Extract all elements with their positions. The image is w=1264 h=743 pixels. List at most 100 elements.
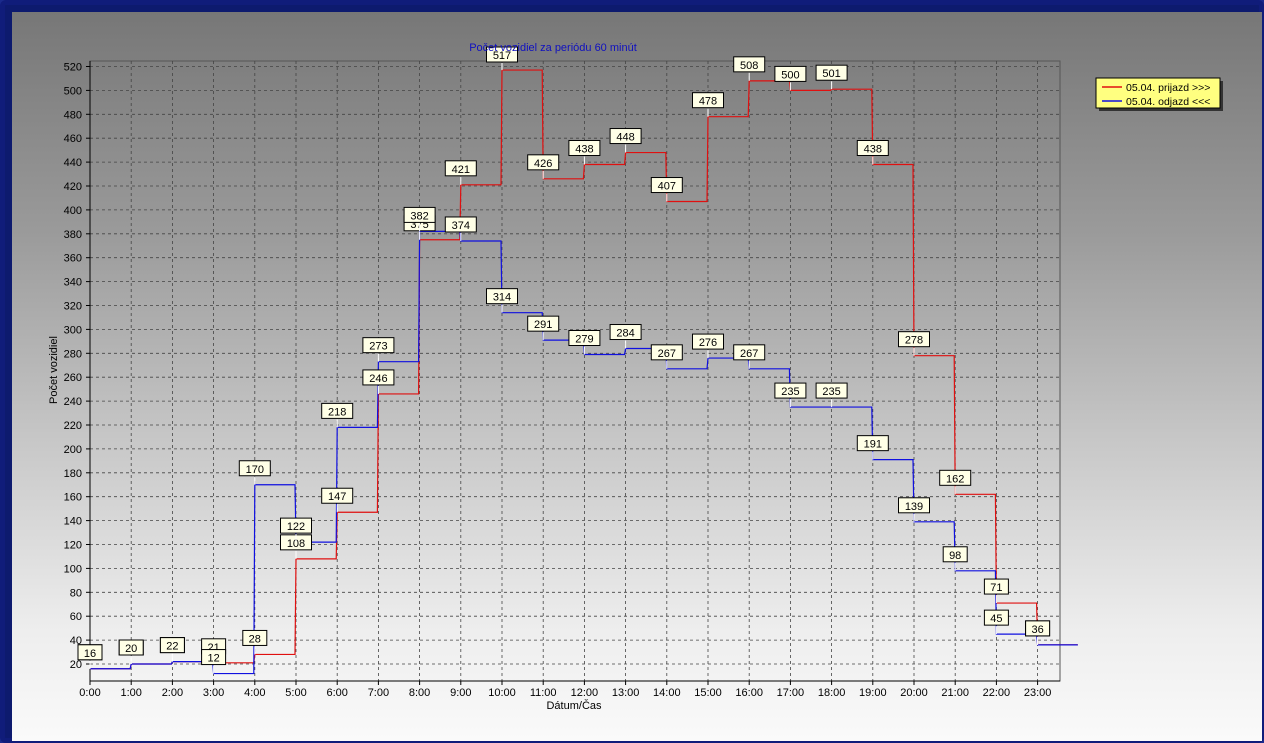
data-label-text: 279 (575, 333, 593, 345)
data-label-box (650, 177, 683, 194)
data-label: 12 (201, 649, 227, 674)
y-tick-label: 380 (64, 229, 82, 241)
data-label-box (733, 344, 766, 361)
data-label: 438 (856, 139, 889, 165)
data-label-text: 421 (452, 164, 470, 176)
data-label-box (898, 497, 930, 514)
data-label-box (942, 546, 968, 563)
data-label: 314 (486, 288, 518, 313)
x-tick-label: 17:00 (777, 687, 805, 699)
data-label-text: 16 (84, 648, 96, 660)
data-label-text: 45 (990, 613, 1002, 625)
data-label-text: 108 (287, 538, 305, 550)
x-tick-label: 15:00 (694, 687, 722, 699)
data-label-text: 170 (246, 464, 264, 476)
data-label-box (403, 206, 436, 223)
data-label: 191 (856, 435, 889, 460)
x-axis-label: Dátum/Čas (546, 699, 602, 712)
data-label-box (815, 64, 848, 81)
y-tick-label: 100 (64, 563, 82, 575)
data-label: 478 (692, 92, 724, 117)
data-label-box (650, 344, 683, 361)
data-label-text: 218 (328, 406, 346, 418)
x-tick-label: 8:00 (409, 687, 430, 699)
data-label: 170 (238, 460, 271, 485)
data-label-text: 12 (207, 653, 219, 665)
data-label-box (486, 288, 518, 305)
data-label: 122 (280, 517, 312, 543)
x-tick-label: 19:00 (859, 687, 887, 699)
y-tick-label: 500 (64, 85, 82, 97)
data-label: 279 (568, 329, 601, 355)
data-label-box (77, 644, 103, 661)
x-tick-label: 14:00 (653, 687, 681, 699)
data-label-box (939, 469, 972, 486)
data-label-box (444, 160, 477, 177)
data-label-text: 71 (990, 582, 1002, 594)
data-label-box (856, 435, 889, 452)
data-label-box (692, 333, 724, 350)
data-label-text: 20 (125, 643, 137, 655)
y-tick-label: 160 (64, 492, 82, 504)
x-tick-label: 16:00 (735, 687, 763, 699)
data-label-text: 22 (166, 641, 178, 653)
data-label-text: 291 (534, 319, 552, 331)
data-label-text: 374 (452, 220, 470, 232)
data-label-text: 426 (534, 158, 552, 170)
data-label: 500 (774, 65, 807, 91)
data-label-text: 508 (740, 60, 758, 72)
data-label-text: 438 (864, 143, 882, 155)
y-tick-label: 320 (64, 301, 82, 313)
data-label-box (774, 65, 807, 82)
data-label: 22 (159, 637, 185, 662)
x-tick-label: 13:00 (612, 687, 640, 699)
y-tick-label: 400 (64, 205, 82, 217)
series-line-0 (90, 69, 1078, 670)
data-label: 278 (898, 331, 930, 356)
data-label-box (568, 139, 601, 156)
data-label-text: 284 (616, 328, 634, 340)
data-label: 421 (444, 160, 477, 185)
x-tick-label: 18:00 (818, 687, 846, 699)
data-label-box (486, 46, 518, 63)
data-label-text: 36 (1031, 624, 1043, 636)
y-tick-label: 200 (64, 444, 82, 456)
data-label-text: 235 (822, 386, 840, 398)
x-tick-label: 20:00 (900, 687, 928, 699)
legend-box (1095, 77, 1221, 109)
data-label-box (692, 92, 724, 109)
data-label: 508 (733, 56, 766, 81)
data-label-box (733, 56, 766, 73)
data-label-box (898, 331, 930, 348)
y-tick-label: 20 (70, 659, 82, 671)
data-label-box (1025, 620, 1051, 637)
data-label-box (568, 329, 601, 346)
data-label-text: 501 (822, 68, 840, 80)
data-label-box (983, 578, 1009, 595)
x-tick-label: 12:00 (571, 687, 599, 699)
data-label: 147 (321, 487, 354, 513)
data-label-box (280, 517, 312, 534)
data-label: 448 (609, 128, 642, 153)
data-label-text: 246 (369, 373, 387, 385)
data-label-text: 448 (616, 132, 634, 144)
data-label-text: 276 (699, 337, 717, 349)
y-tick-label: 480 (64, 109, 82, 121)
y-tick-label: 460 (64, 133, 82, 145)
data-label-text: 267 (740, 348, 758, 360)
y-tick-label: 280 (64, 348, 82, 360)
x-tick-label: 7:00 (368, 687, 389, 699)
y-tick-label: 340 (64, 277, 82, 289)
data-label: 246 (362, 369, 395, 394)
y-tick-label: 80 (70, 587, 82, 599)
data-label: 438 (568, 139, 601, 165)
data-label-text: 98 (949, 550, 961, 562)
data-label-box (362, 369, 395, 386)
data-label-text: 235 (781, 386, 799, 398)
x-tick-label: 22:00 (983, 687, 1011, 699)
y-tick-label: 40 (70, 635, 82, 647)
data-label-text: 478 (699, 96, 717, 108)
data-label-box (242, 629, 268, 646)
y-tick-label: 260 (64, 372, 82, 384)
